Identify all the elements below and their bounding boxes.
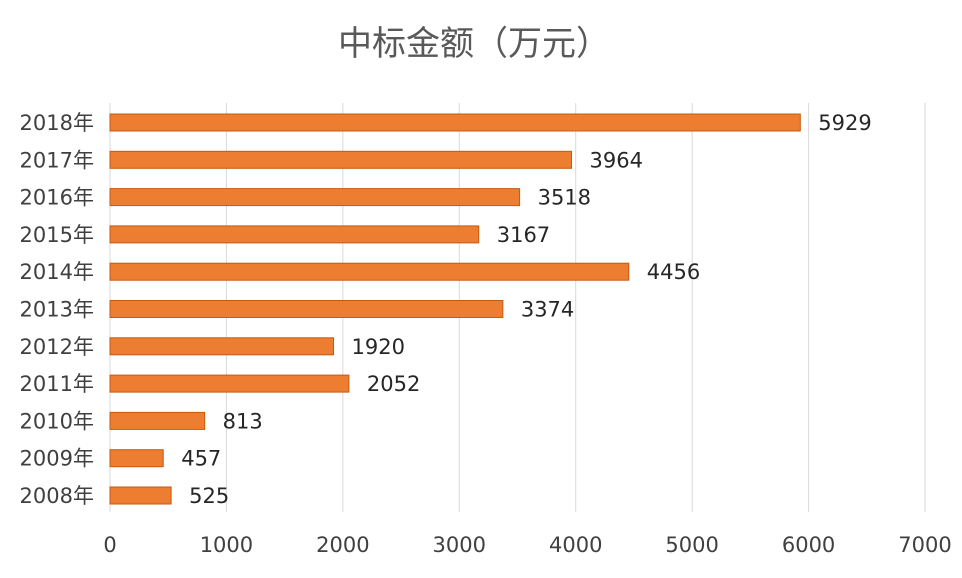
bar-9 xyxy=(109,449,164,468)
x-tick-label: 0 xyxy=(103,533,116,557)
bar-10 xyxy=(109,486,172,505)
data-label: 1920 xyxy=(352,335,405,359)
data-label: 3964 xyxy=(590,148,643,172)
data-label: 5929 xyxy=(818,111,871,135)
x-tick-label: 4000 xyxy=(549,533,602,557)
bars xyxy=(109,113,801,505)
bar-6 xyxy=(109,337,335,356)
data-label: 4456 xyxy=(647,260,700,284)
data-label: 813 xyxy=(223,409,263,433)
category-label: 2016年 xyxy=(20,186,94,210)
bar-3 xyxy=(109,225,480,244)
bar-2 xyxy=(109,188,521,207)
data-label: 3167 xyxy=(497,223,550,247)
category-label: 2015年 xyxy=(20,223,94,247)
bar-4 xyxy=(109,262,630,281)
category-labels: 2018年 2017年 2016年 2015年 2014年 2013年 2012年 2011年… xyxy=(20,111,94,508)
data-label: 3374 xyxy=(521,298,574,322)
data-label: 525 xyxy=(189,484,229,508)
x-tick-label: 1000 xyxy=(200,533,253,557)
category-label: 2013年 xyxy=(20,298,94,322)
bar-0 xyxy=(109,113,801,132)
x-tick-label: 7000 xyxy=(898,533,951,557)
x-tick-label: 3000 xyxy=(433,533,486,557)
data-label: 2052 xyxy=(367,372,420,396)
data-label: 457 xyxy=(181,447,221,471)
x-tick-label: 6000 xyxy=(782,533,835,557)
category-label: 2008年 xyxy=(20,484,94,508)
bar-7 xyxy=(109,374,350,393)
x-tick-labels: 0 1000 2000 3000 4000 5000 6000 7000 xyxy=(103,533,951,557)
category-label: 2017年 xyxy=(20,148,94,172)
x-tick-label: 2000 xyxy=(316,533,369,557)
bar-5 xyxy=(109,300,504,318)
x-tick-label: 5000 xyxy=(665,533,718,557)
bar-1 xyxy=(109,150,573,169)
category-label: 2010年 xyxy=(20,409,94,433)
chart-title: 中标金额（万元） xyxy=(338,24,610,64)
category-label: 2011年 xyxy=(20,372,94,396)
category-label: 2009年 xyxy=(20,447,94,471)
bar-8 xyxy=(109,411,206,430)
category-label: 2018年 xyxy=(20,111,94,135)
data-label: 3518 xyxy=(538,186,591,210)
category-label: 2012年 xyxy=(20,335,94,359)
category-label: 2014年 xyxy=(20,260,94,284)
